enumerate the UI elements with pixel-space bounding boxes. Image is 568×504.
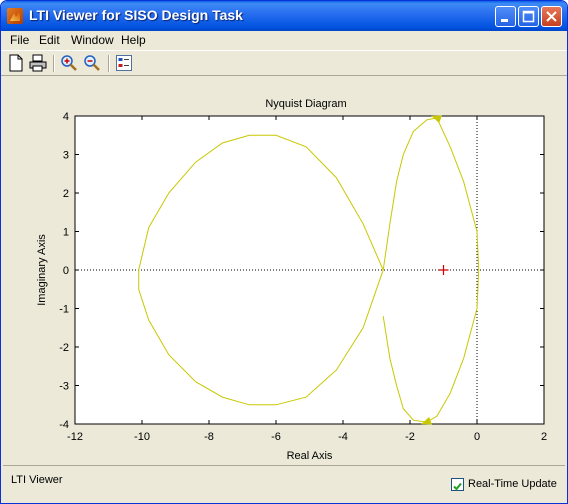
x-tick-label: -10 bbox=[134, 431, 150, 443]
y-tick-label: 1 bbox=[63, 227, 69, 239]
minimize-button[interactable] bbox=[495, 6, 516, 27]
plot-panel: Nyquist Diagram -12 -10 -8 -6 -4 -2 0 2 -4 -3 -2 -1… bbox=[3, 77, 565, 463]
grid-icon[interactable] bbox=[115, 54, 133, 72]
y-tick-label: 3 bbox=[63, 150, 69, 162]
critical-point-marker bbox=[438, 265, 449, 275]
y-axis-label: Imaginary Axis bbox=[36, 234, 48, 306]
y-tick-label: -2 bbox=[59, 342, 69, 354]
y-tick-label: -3 bbox=[59, 381, 69, 393]
new-doc-icon[interactable] bbox=[7, 54, 25, 72]
x-tick-label: -4 bbox=[338, 431, 348, 443]
y-tick-label: 2 bbox=[63, 188, 69, 200]
close-button[interactable] bbox=[541, 6, 562, 27]
realtime-label[interactable]: Real-Time Update bbox=[468, 478, 557, 490]
status-text: LTI Viewer bbox=[11, 474, 63, 486]
y-tick-label: 0 bbox=[63, 265, 69, 277]
nyquist-curve bbox=[138, 117, 480, 423]
menu-help[interactable]: Help bbox=[121, 33, 146, 47]
y-tick-label: -1 bbox=[59, 304, 69, 316]
direction-arrow bbox=[421, 416, 432, 425]
x-tick-label: 0 bbox=[474, 431, 480, 443]
direction-arrow bbox=[431, 115, 442, 124]
realtime-checkbox[interactable] bbox=[451, 478, 464, 491]
x-axis-label: Real Axis bbox=[287, 450, 333, 462]
minimize-icon bbox=[501, 19, 508, 22]
x-tick-label: -2 bbox=[405, 431, 415, 443]
menu-window[interactable]: Window bbox=[71, 33, 114, 47]
plot-title: Nyquist Diagram bbox=[265, 98, 347, 110]
menu-edit[interactable]: Edit bbox=[39, 33, 60, 47]
window-title: LTI Viewer for SISO Design Task bbox=[29, 7, 243, 23]
x-tick-label: 2 bbox=[541, 431, 547, 443]
x-tick-label: -12 bbox=[67, 431, 83, 443]
matlab-icon bbox=[7, 8, 23, 24]
maximize-icon bbox=[522, 10, 535, 23]
toolbar bbox=[1, 50, 567, 76]
y-tick-label: 4 bbox=[63, 111, 69, 123]
toolbar-separator bbox=[108, 55, 110, 72]
y-tick-label: -4 bbox=[59, 419, 69, 431]
menu-file[interactable]: File bbox=[10, 33, 30, 47]
zoom-in-icon[interactable] bbox=[60, 54, 78, 72]
toolbar-separator bbox=[53, 55, 55, 72]
title-bar[interactable]: LTI Viewer for SISO Design Task bbox=[1, 1, 567, 31]
menu-bar: File Edit Window Help bbox=[1, 31, 567, 50]
checkmark-icon bbox=[453, 482, 462, 491]
status-bar: LTI Viewer Real-Time Update bbox=[3, 465, 565, 501]
print-icon[interactable] bbox=[29, 54, 47, 72]
x-tick-label: -8 bbox=[204, 431, 214, 443]
x-tick-label: -6 bbox=[271, 431, 281, 443]
close-icon bbox=[546, 11, 557, 22]
zoom-out-icon[interactable] bbox=[83, 54, 101, 72]
maximize-button[interactable] bbox=[518, 6, 539, 27]
